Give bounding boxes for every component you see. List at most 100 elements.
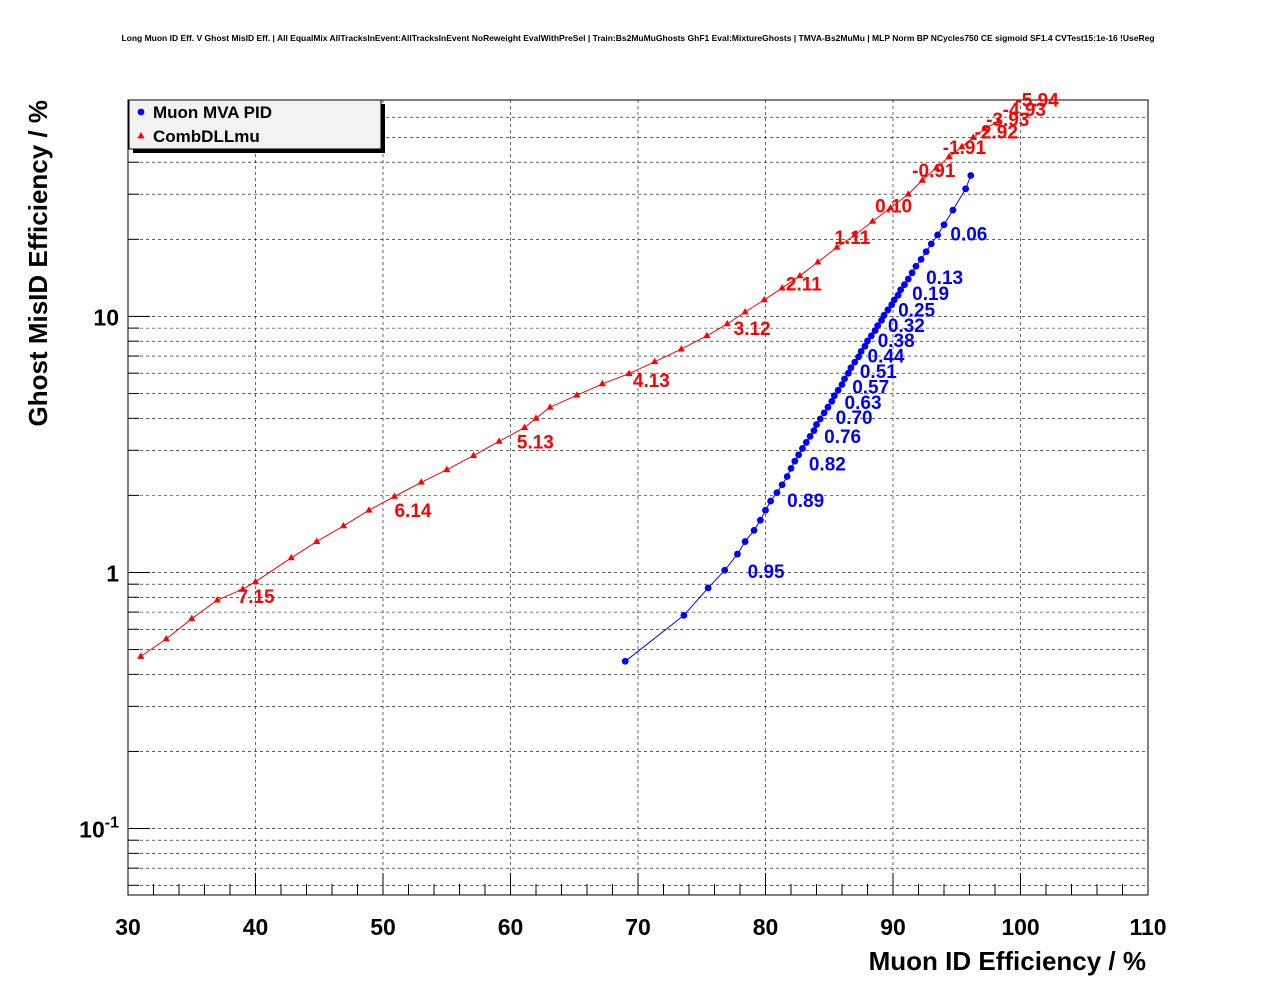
data-point <box>598 379 606 387</box>
data-point <box>677 345 685 352</box>
y-axis-title: Ghost MisID Efficiency / % <box>23 100 53 427</box>
legend-marker <box>137 132 145 139</box>
point-label: 2.11 <box>786 275 822 296</box>
data-point <box>251 577 260 585</box>
point-label: 0.89 <box>787 491 824 512</box>
data-point <box>806 432 814 440</box>
data-point <box>820 409 828 417</box>
x-tick-label: 50 <box>370 914 396 940</box>
x-axis-title: Muon ID Efficiency / % <box>869 946 1146 976</box>
data-point <box>621 657 629 665</box>
data-point <box>833 243 841 250</box>
data-point <box>721 566 729 574</box>
data-point <box>927 240 935 248</box>
data-point <box>958 142 966 150</box>
point-label: 0.70 <box>836 408 873 429</box>
data-point <box>824 403 832 411</box>
data-point <box>861 342 869 350</box>
point-label: -1.91 <box>943 138 987 159</box>
data-point <box>773 489 781 497</box>
data-point <box>162 634 170 642</box>
point-label: 3.12 <box>734 319 771 340</box>
point-label: 0.19 <box>912 284 949 305</box>
x-tick-label: 40 <box>243 914 269 940</box>
data-point <box>810 427 818 435</box>
data-point <box>830 392 838 400</box>
data-point <box>704 584 712 592</box>
data-point <box>680 611 688 619</box>
point-label: 0.38 <box>878 331 915 352</box>
data-point <box>834 386 842 394</box>
legend: Muon MVA PID CombDLLmu <box>128 99 385 153</box>
series-line <box>140 120 1000 657</box>
data-point <box>884 306 892 314</box>
point-label: 7.15 <box>238 587 275 608</box>
data-point <box>932 163 940 171</box>
data-point <box>703 331 711 339</box>
data-point <box>841 375 848 383</box>
data-point <box>767 497 774 505</box>
data-point <box>949 206 957 214</box>
data-point <box>851 230 859 238</box>
data-point <box>137 652 145 659</box>
legend-label: Muon MVA PID <box>153 103 272 122</box>
data-point <box>864 337 871 345</box>
point-label: -4.93 <box>1003 100 1046 121</box>
data-point <box>844 369 852 377</box>
data-point <box>757 516 764 524</box>
legend-label: CombDLLmu <box>153 127 260 146</box>
data-point <box>855 353 862 361</box>
series-layer <box>137 116 1003 665</box>
x-tick-label: 110 <box>1129 914 1166 940</box>
data-point <box>967 172 975 179</box>
data-point <box>495 437 503 444</box>
data-point <box>734 550 741 558</box>
data-point <box>741 308 749 315</box>
point-label: 0.10 <box>875 197 912 218</box>
data-point <box>443 465 451 473</box>
data-point <box>188 614 196 622</box>
data-point <box>787 464 795 472</box>
data-point <box>783 473 791 480</box>
data-point <box>339 521 348 529</box>
data-point <box>799 445 806 452</box>
point-label: -5.94 <box>1015 91 1059 112</box>
data-point <box>857 347 865 355</box>
data-point <box>573 391 581 398</box>
data-point <box>760 295 768 303</box>
data-point <box>894 291 902 299</box>
point-label: 0.32 <box>888 316 925 337</box>
data-point <box>908 269 916 277</box>
point-label: 4.13 <box>633 371 670 392</box>
data-point <box>213 596 221 603</box>
data-point <box>904 190 912 197</box>
data-point <box>723 319 731 327</box>
chart-title: Long Muon ID Eff. V Ghost MisID Eff. | A… <box>121 33 1154 43</box>
data-point <box>741 538 749 545</box>
legend-box <box>128 99 382 150</box>
data-point <box>762 506 769 514</box>
point-label: 0.63 <box>845 393 882 414</box>
data-point <box>313 537 321 544</box>
data-point <box>802 439 810 446</box>
data-point <box>532 414 540 421</box>
point-labels: 0.95 0.89 0.82 0.760.700.630.570.510.440.38… <box>238 91 1059 608</box>
point-label: 0.95 <box>748 562 785 583</box>
point-label: 0.76 <box>824 427 861 448</box>
data-point <box>940 221 948 229</box>
data-point <box>796 271 804 279</box>
data-point <box>867 332 875 340</box>
point-label: 0.13 <box>926 268 963 289</box>
data-point <box>995 116 1003 124</box>
data-point <box>795 451 803 459</box>
point-label: 0.57 <box>852 377 889 398</box>
series-line <box>624 175 972 662</box>
data-point <box>878 316 885 324</box>
data-point <box>901 281 908 289</box>
x-tick-label: 100 <box>1001 914 1039 940</box>
data-point <box>469 451 478 458</box>
x-tick-label: 60 <box>498 914 524 940</box>
y-tick-label: 1 <box>106 560 119 586</box>
data-point <box>917 255 925 263</box>
